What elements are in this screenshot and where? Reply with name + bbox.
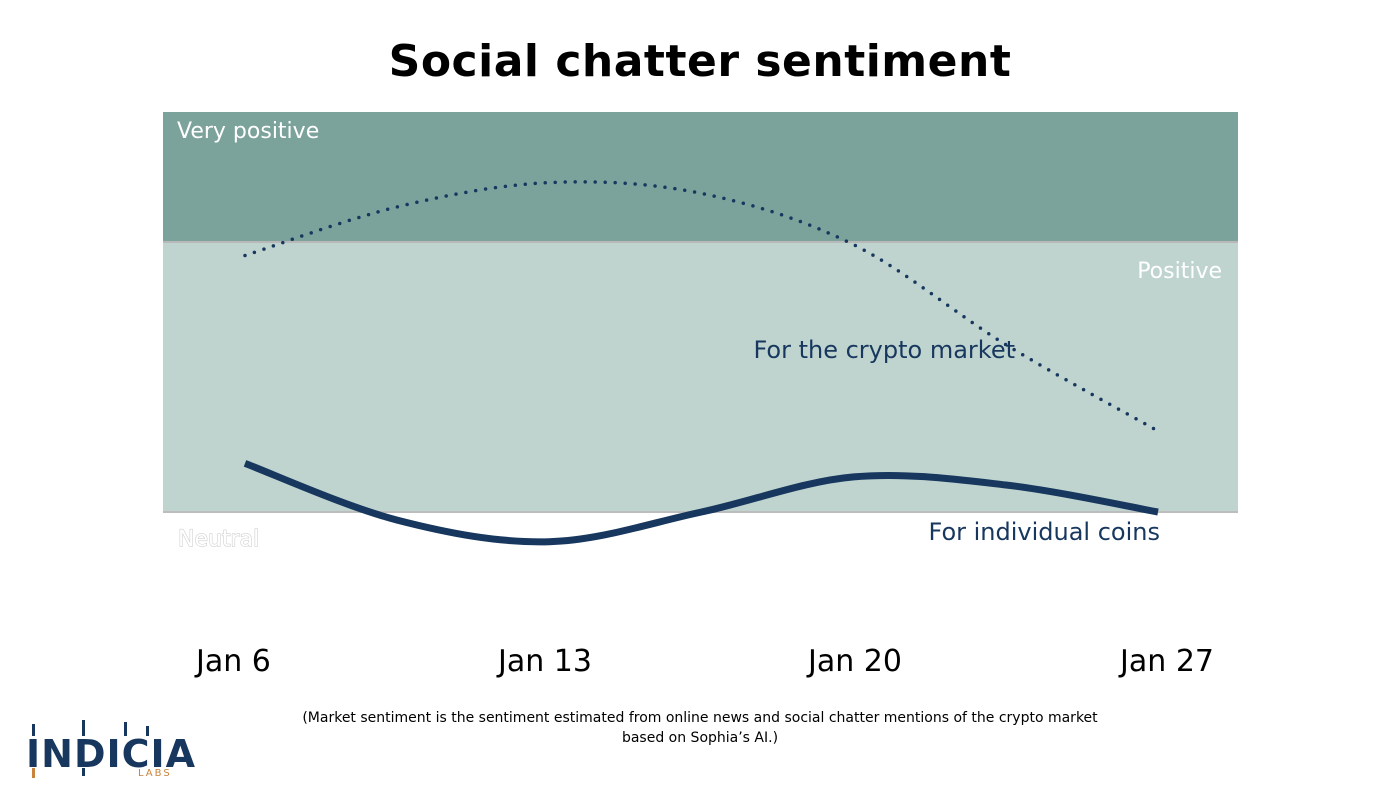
x-tick-label: Jan 20 bbox=[806, 644, 902, 679]
x-tick-label: Jan 13 bbox=[496, 644, 592, 679]
chart-title: Social chatter sentiment bbox=[388, 36, 1012, 87]
series-line-crypto-market bbox=[243, 180, 1160, 433]
series-label-crypto-market: For the crypto market bbox=[753, 336, 1015, 364]
series-label-individual-coins: For individual coins bbox=[929, 518, 1161, 546]
sentiment-chart: Very positive Positive Neutral For the cryp… bbox=[163, 112, 1238, 679]
band-label-positive: Positive bbox=[1137, 259, 1222, 284]
footnote-line-1: (Market sentiment is the sentiment estim… bbox=[302, 710, 1098, 726]
footnote: (Market sentiment is the sentiment estim… bbox=[280, 708, 1120, 748]
band-positive bbox=[163, 242, 1238, 512]
logo-subtitle: LABS bbox=[138, 768, 172, 779]
x-tick-label: Jan 6 bbox=[194, 644, 271, 679]
band-label-very-positive: Very positive bbox=[177, 119, 319, 144]
band-label-neutral: Neutral bbox=[178, 527, 259, 552]
logo-wordmark: INDICIA bbox=[26, 732, 197, 776]
series-line-individual-coins bbox=[243, 460, 1159, 546]
logo-bars-icon bbox=[32, 720, 149, 778]
footnote-line-2: based on Sophia’s AI.) bbox=[621, 730, 779, 746]
x-tick-label: Jan 27 bbox=[1118, 644, 1214, 679]
band-very-positive bbox=[163, 112, 1238, 242]
indicia-labs-logo: INDICIA LABS bbox=[26, 718, 196, 784]
